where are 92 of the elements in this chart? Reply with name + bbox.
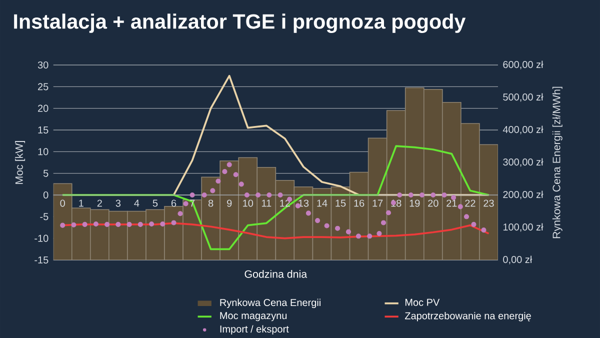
y2-tick-label: 100,00 zł [503, 223, 544, 232]
y2-tick-label: 0,00 zł [503, 256, 532, 264]
point [202, 192, 207, 198]
y-tick-label: 0 [43, 191, 48, 199]
y-tick-label: 25 [38, 83, 48, 90]
point [104, 222, 110, 227]
y-tick-label: -15 [34, 256, 48, 264]
x-tick-label: 3 [116, 200, 121, 207]
point [160, 221, 166, 227]
point [183, 201, 188, 206]
point [244, 192, 250, 198]
legend-label: Moc magazynu [220, 312, 287, 322]
y-tick-label: 10 [38, 148, 48, 156]
x-tick-label: 6 [171, 200, 176, 207]
x-tick-label: 5 [152, 200, 158, 207]
point [216, 178, 221, 184]
point [386, 210, 392, 216]
point [190, 192, 195, 198]
point [346, 229, 352, 234]
point [126, 222, 132, 227]
y-tick-label: 30 [38, 61, 48, 69]
y-tick-label: 5 [43, 170, 48, 177]
y-axis-title: Moc [kW] [15, 141, 26, 184]
point [306, 210, 311, 216]
x-tick-label: 23 [484, 200, 494, 207]
x-tick-label: 7 [190, 200, 195, 207]
point [481, 228, 486, 233]
point [442, 192, 447, 198]
point [397, 192, 402, 198]
x-tick-label: 9 [227, 200, 232, 207]
legend-label: Import / eksport [220, 325, 289, 335]
x-tick-label: 20 [428, 200, 438, 207]
y2-axis-title: Rynkowa Cena Energii [zł/MWh] [552, 86, 562, 238]
x-tick-label: 15 [336, 200, 346, 207]
point [256, 192, 261, 198]
y-tick-label: 15 [38, 126, 48, 134]
x-tick-label: 17 [372, 200, 383, 207]
point [60, 222, 66, 228]
point [93, 221, 98, 227]
x-tick-label: 14 [317, 200, 328, 207]
point [178, 211, 183, 216]
point [430, 192, 436, 198]
x-tick-label: 19 [410, 200, 420, 207]
point [138, 222, 143, 227]
point [335, 226, 340, 231]
point [471, 222, 476, 227]
x-tick-label: 21 [446, 200, 457, 207]
point [116, 222, 121, 227]
y2-tick-label: 600,00 zł [503, 60, 544, 70]
point [266, 192, 272, 198]
point [464, 214, 470, 220]
point [226, 162, 232, 168]
x-tick-label: 11 [262, 200, 272, 207]
x-tick-label: 22 [465, 200, 476, 207]
y2-tick-label: 400,00 zł [502, 126, 544, 134]
point [315, 218, 320, 224]
point [278, 192, 283, 198]
point [233, 172, 238, 178]
y2-tick-label: 300,00 zł [503, 158, 544, 167]
point [356, 234, 362, 239]
x-tick-label: 4 [134, 200, 140, 207]
point [367, 234, 372, 239]
point [324, 223, 330, 228]
x-tick-label: 10 [243, 200, 254, 207]
legend-label: Zapotrzebowanie na energię [404, 312, 531, 322]
point [171, 220, 176, 226]
y-tick-label: -10 [34, 234, 48, 242]
point [458, 204, 463, 210]
x-axis-title: Godzina dnia [244, 270, 308, 278]
point [149, 221, 154, 227]
x-tick-label: 2 [97, 200, 102, 207]
x-tick-label: 1 [79, 200, 84, 207]
y-tick-label: -5 [40, 213, 48, 220]
x-tick-label: 13 [298, 200, 309, 207]
y2-tick-label: 500,00 zł [503, 93, 544, 102]
point [222, 169, 228, 174]
point [238, 182, 244, 187]
x-tick-label: 0 [60, 200, 65, 207]
x-tick-label: 16 [354, 200, 364, 207]
legend-label: Rynkowa Cena Energii [220, 298, 320, 308]
point [71, 222, 76, 228]
point [380, 220, 386, 226]
y2-tick-label: 200,00 zł [503, 190, 544, 200]
point [82, 222, 88, 227]
point [408, 192, 414, 198]
point [210, 188, 216, 194]
chart-title: Instalacja + analizator TGE i prognoza pogody [14, 14, 466, 33]
legend-label: Moc PV [405, 298, 440, 306]
point [419, 192, 425, 198]
y-tick-label: 20 [38, 104, 48, 112]
x-tick-label: 8 [208, 200, 214, 207]
point [376, 231, 382, 236]
